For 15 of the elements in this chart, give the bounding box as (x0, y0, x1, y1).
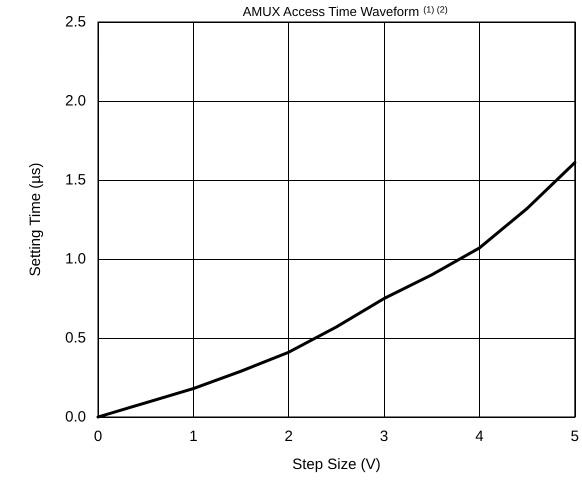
x-tick-label: 1 (189, 428, 198, 445)
y-tick-label: 0.0 (65, 408, 86, 426)
x-tick-label: 0 (94, 428, 102, 445)
x-tick-label: 4 (475, 428, 484, 445)
y-tick-label: 2.5 (65, 14, 86, 30)
chart-title: AMUX Access Time Waveform (1) (2) (242, 4, 448, 19)
y-tick-label: 1.0 (65, 250, 86, 268)
y-tick-label: 0.5 (65, 330, 86, 346)
x-axis-title: Step Size (V) (292, 456, 381, 473)
x-tick-label: 3 (380, 428, 388, 445)
y-tick-label: 2.0 (65, 92, 86, 110)
x-tick-label: 5 (570, 428, 579, 445)
y-tick-label: 1.5 (65, 172, 86, 188)
x-tick-label: 2 (284, 428, 293, 445)
y-axis-title: Setting Time (µs) (27, 162, 44, 276)
